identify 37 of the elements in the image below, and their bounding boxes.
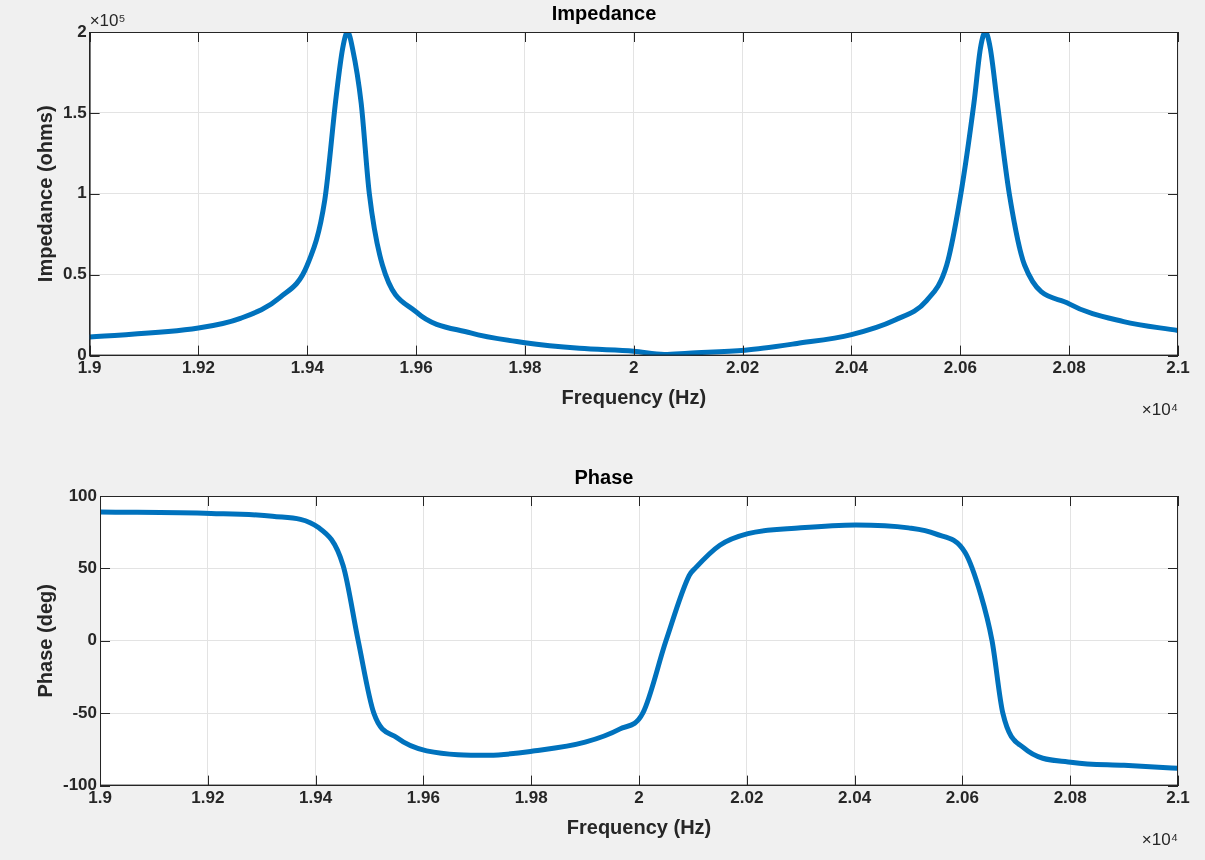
x-tick-label: 1.94 <box>290 358 325 378</box>
y-tick-label: 2 <box>77 21 87 41</box>
y-tick-label: 0.5 <box>62 264 87 284</box>
y-tick-label: 1.5 <box>62 102 87 122</box>
x-tick-label: 1.96 <box>399 358 433 378</box>
y-tick-label: 1 <box>77 183 87 203</box>
x-tick-label: 2.08 <box>1053 788 1087 808</box>
x-tick-label: 1.96 <box>406 788 440 808</box>
x-tick-label: 2.04 <box>838 788 872 808</box>
x-tick-label: 2.02 <box>726 358 760 378</box>
text: ×10⁴ <box>1141 399 1178 419</box>
text: ×10⁵ <box>89 11 126 31</box>
x-tick-label: 2.06 <box>943 358 977 378</box>
y-tick-label: 0 <box>87 630 98 650</box>
x-tick-label: 1.98 <box>514 788 548 808</box>
x-tick-label: 1.94 <box>299 788 333 808</box>
y-tick-label: 50 <box>78 558 98 578</box>
x-tick-label: 2 <box>629 358 639 378</box>
chart-title: Impedance <box>551 1 657 24</box>
x-axis-title: Frequency (Hz) <box>566 815 712 838</box>
x-tick-label: 2.02 <box>730 788 764 808</box>
x-tick-label: 2 <box>634 788 644 808</box>
text: ×10⁴ <box>1141 829 1178 849</box>
x-tick-label: 1.92 <box>181 358 216 378</box>
x-tick-label: 2.04 <box>834 358 869 378</box>
y-tick-label: 100 <box>68 485 98 505</box>
chart-title: Phase <box>574 465 634 488</box>
y-axis-title: Phase (deg) <box>33 584 56 698</box>
x-tick-label: 2.06 <box>945 788 979 808</box>
x-tick-label: 2.08 <box>1052 358 1086 378</box>
y-axis-title: Impedance (ohms) <box>33 105 56 283</box>
x-tick-label: 1.98 <box>508 358 542 378</box>
x-tick-label: 1.92 <box>191 788 225 808</box>
y-tick-label: -50 <box>72 702 98 722</box>
x-axis-title: Frequency (Hz) <box>561 385 707 408</box>
x-tick-label: 2.1 <box>1166 788 1190 808</box>
x-tick-label: 2.1 <box>1166 358 1190 378</box>
